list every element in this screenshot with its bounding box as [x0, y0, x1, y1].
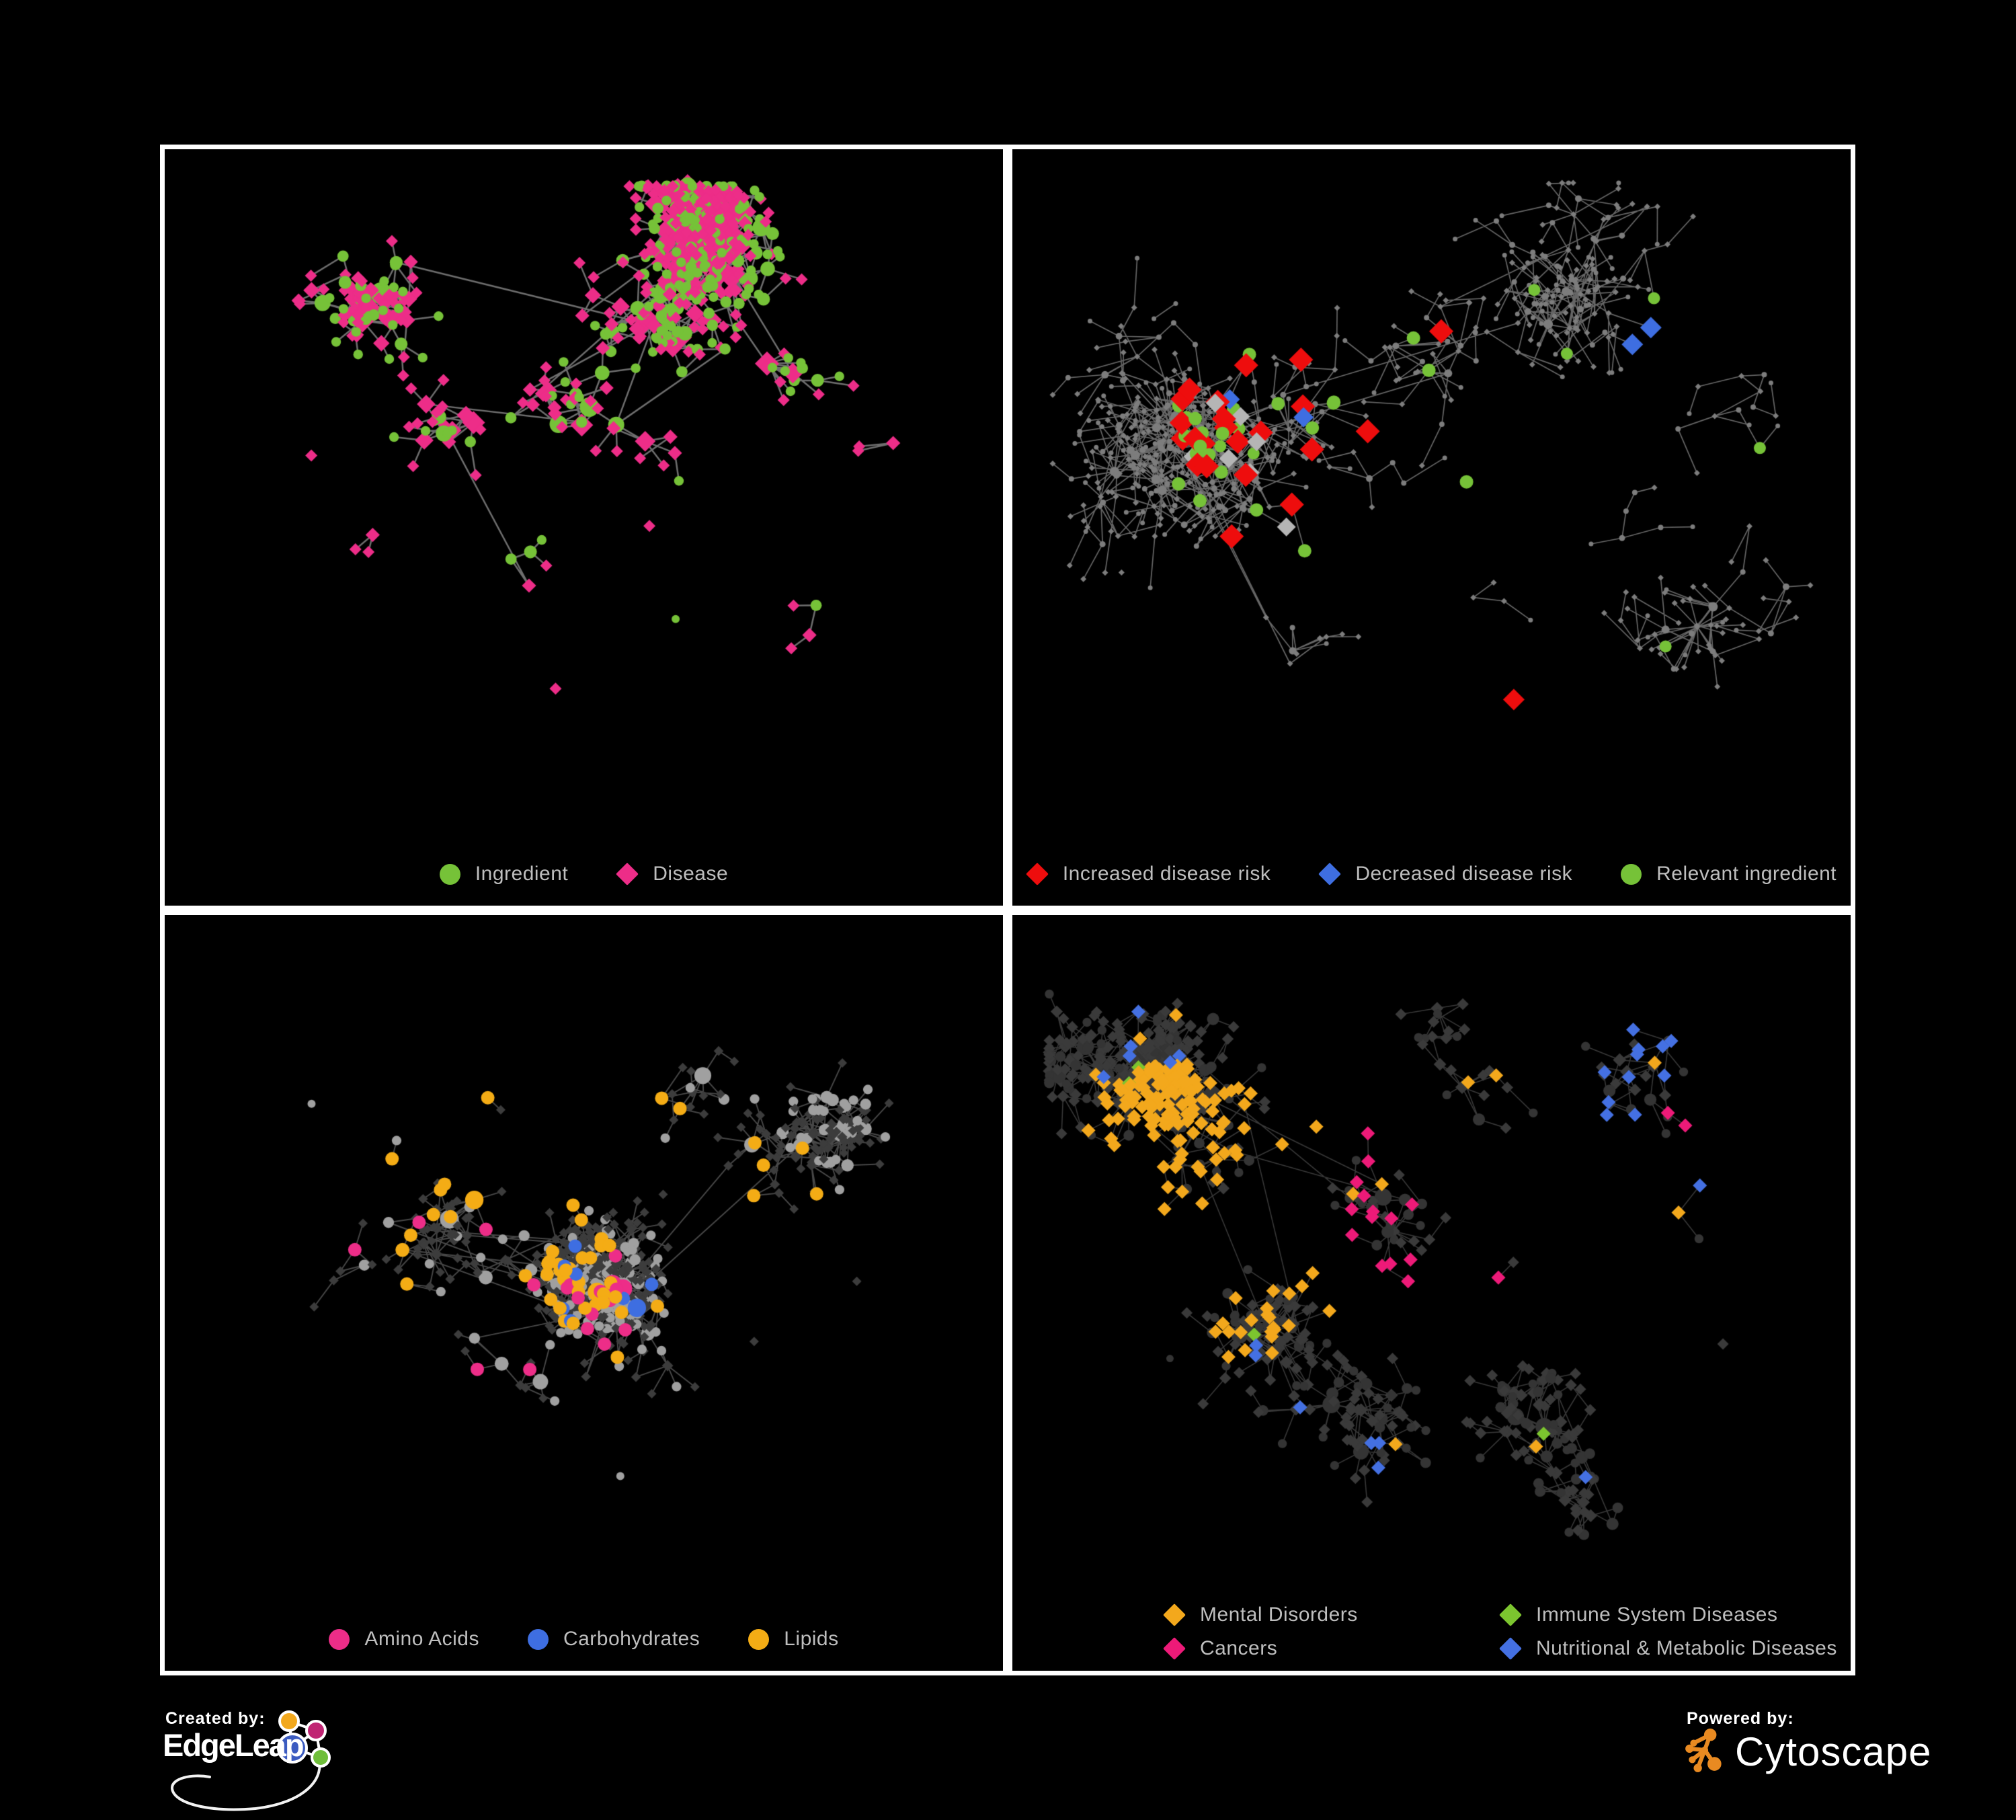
- cytoscape-network-icon: [1685, 1729, 1722, 1772]
- legend-ingredient-disease: Ingredient Disease: [165, 863, 1003, 885]
- created-by-label: Created by:: [165, 1709, 266, 1728]
- circle-marker-icon: [1621, 863, 1642, 885]
- legend-label: Carbohydrates: [563, 1628, 700, 1650]
- diamond-marker-icon: [1163, 1637, 1186, 1660]
- legend-label: Decreased disease risk: [1355, 863, 1573, 885]
- powered-by-label: Powered by:: [1687, 1709, 1794, 1728]
- edgeleap-logo: Created by: EdgeLeap: [161, 1709, 497, 1820]
- edgeleap-network-swoosh-icon: [171, 1710, 331, 1811]
- legend-label: Immune System Diseases: [1536, 1604, 1778, 1626]
- legend-item: Mental Disorders: [1163, 1604, 1473, 1626]
- legend-item: Cancers: [1163, 1637, 1473, 1660]
- diamond-marker-icon: [1499, 1604, 1522, 1626]
- diamond-marker-icon: [1163, 1604, 1186, 1626]
- legend-label: Relevant ingredient: [1656, 863, 1837, 885]
- legend-label: Disease: [653, 863, 729, 885]
- cytoscape-logo: Powered by: Cytoscape: [1684, 1709, 1966, 1790]
- circle-marker-icon: [527, 1628, 549, 1650]
- legend-label: Lipids: [784, 1628, 839, 1650]
- legend-disease-risk: Increased disease risk Decreased disease …: [1012, 863, 1851, 885]
- legend-item: Carbohydrates: [527, 1628, 700, 1651]
- network-canvas-ingredient-disease: [165, 149, 1003, 906]
- legend-item: Relevant ingredient: [1621, 863, 1837, 885]
- circle-marker-icon: [748, 1628, 770, 1650]
- legend-item: Disease: [616, 863, 728, 885]
- legend-item: Amino Acids: [329, 1628, 479, 1651]
- legend-label: Nutritional & Metabolic Diseases: [1536, 1637, 1837, 1659]
- diamond-marker-icon: [616, 863, 639, 885]
- legend-item: Ingredient: [439, 863, 569, 885]
- legend-ingredient-classes: Amino Acids Carbohydrates Lipids: [165, 1628, 1003, 1651]
- figure-panel-grid: Ingredient Disease Increased disease risk…: [160, 145, 1855, 1675]
- legend-item: Increased disease risk: [1025, 863, 1271, 885]
- panel-disease-classes: Mental Disorders Immune System Diseases Ca…: [1008, 910, 1855, 1675]
- legend-label: Increased disease risk: [1062, 863, 1271, 885]
- legend-label: Amino Acids: [364, 1628, 479, 1650]
- network-canvas-disease-risk: [1012, 149, 1851, 906]
- legend-disease-classes: Mental Disorders Immune System Diseases Ca…: [1012, 1604, 1851, 1660]
- network-canvas-disease-classes: [1012, 915, 1851, 1671]
- legend-item: Immune System Diseases: [1499, 1604, 1837, 1626]
- panel-ingredient-disease: Ingredient Disease: [160, 145, 1008, 910]
- panel-disease-risk: Increased disease risk Decreased disease …: [1008, 145, 1855, 910]
- diamond-marker-icon: [1318, 863, 1342, 885]
- circle-marker-icon: [329, 1628, 350, 1650]
- legend-label: Cancers: [1200, 1637, 1278, 1659]
- legend-item: Decreased disease risk: [1318, 863, 1573, 885]
- legend-label: Ingredient: [475, 863, 569, 885]
- legend-item: Nutritional & Metabolic Diseases: [1499, 1637, 1837, 1660]
- legend-item: Lipids: [748, 1628, 838, 1651]
- circle-marker-icon: [439, 863, 460, 885]
- legend-label: Mental Disorders: [1200, 1604, 1358, 1626]
- diamond-marker-icon: [1499, 1637, 1522, 1660]
- edgeleap-wordmark: EdgeLeap: [163, 1727, 305, 1763]
- diamond-marker-icon: [1025, 863, 1049, 885]
- network-canvas-ingredient-classes: [165, 915, 1003, 1671]
- panel-ingredient-classes: Amino Acids Carbohydrates Lipids: [160, 910, 1008, 1675]
- cytoscape-wordmark: Cytoscape: [1735, 1729, 1932, 1774]
